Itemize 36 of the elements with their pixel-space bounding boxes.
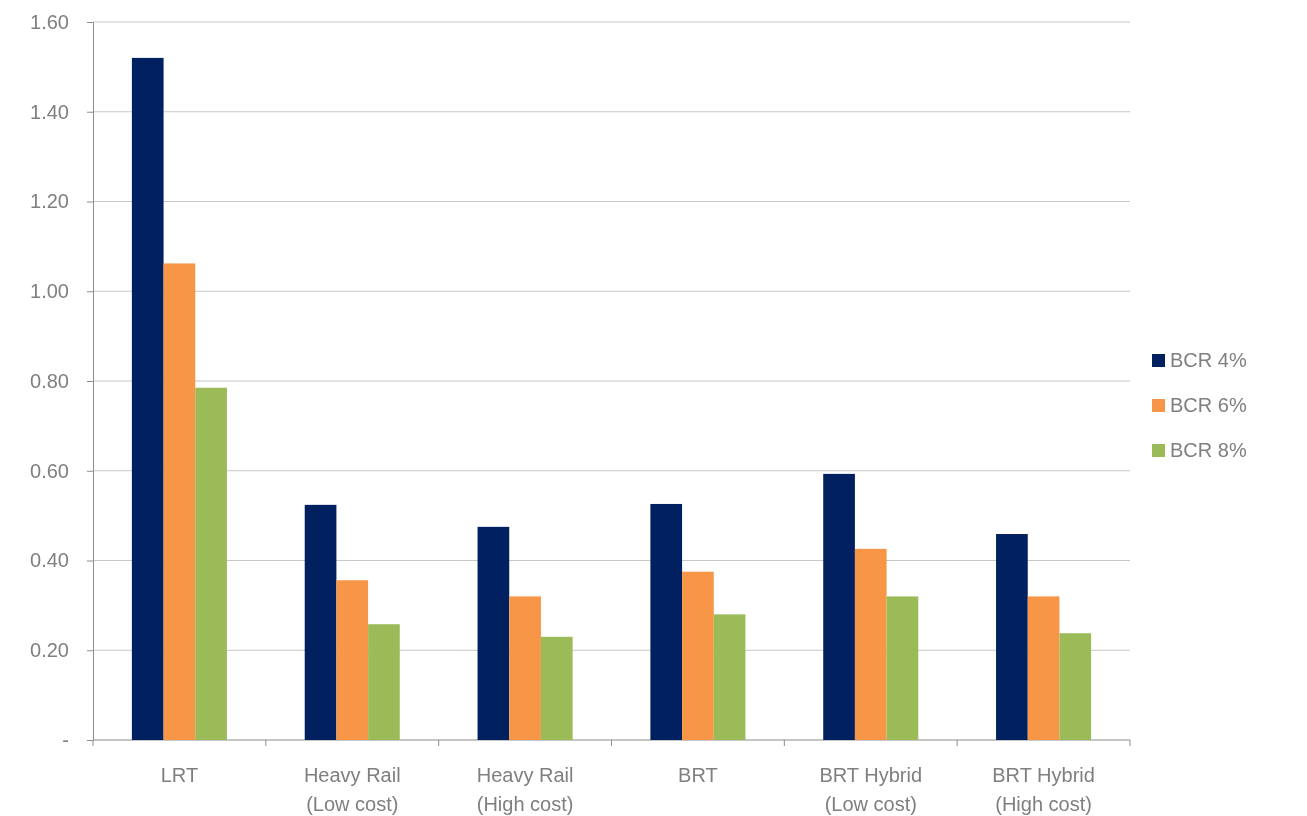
legend-label: BCR 4% (1170, 349, 1247, 371)
bar (1027, 596, 1060, 740)
y-tick-label: 1.00 (30, 280, 69, 303)
bar (304, 504, 337, 740)
bar (163, 263, 196, 740)
bar (682, 571, 714, 740)
x-tick-label: BRT Hybrid (Low cost) (819, 764, 923, 815)
bar (713, 614, 746, 740)
bar (540, 636, 573, 740)
y-tick-label: 1.40 (30, 100, 69, 123)
x-tick-label: Heavy Rail (Low cost) (303, 764, 401, 815)
y-tick-label: 0.40 (30, 549, 69, 572)
x-tick-label: BRT Hybrid (High cost) (992, 764, 1095, 815)
bar (131, 57, 164, 740)
x-tick-label: Heavy Rail (High cost) (476, 764, 574, 815)
y-tick-label: - (62, 728, 69, 751)
bar (650, 503, 683, 740)
legend-label: BCR 6% (1170, 394, 1247, 416)
bar (336, 580, 369, 740)
y-tick-label: 1.20 (30, 190, 69, 213)
bar (886, 596, 919, 740)
y-tick-label: 0.20 (30, 639, 69, 662)
legend-label: BCR 8% (1170, 439, 1247, 461)
bar (854, 548, 887, 740)
y-tick-label: 1.60 (30, 10, 69, 33)
bar (368, 624, 400, 740)
bar (509, 596, 541, 740)
y-tick-label: 0.80 (30, 369, 69, 392)
x-tick-label: LRT (160, 764, 199, 786)
bar (195, 387, 227, 740)
bar (996, 534, 1028, 740)
bar (823, 473, 855, 740)
x-tick-label: BRT (678, 764, 718, 786)
y-tick-label: 0.60 (30, 459, 69, 482)
bar (1059, 633, 1092, 740)
bar (477, 526, 510, 740)
